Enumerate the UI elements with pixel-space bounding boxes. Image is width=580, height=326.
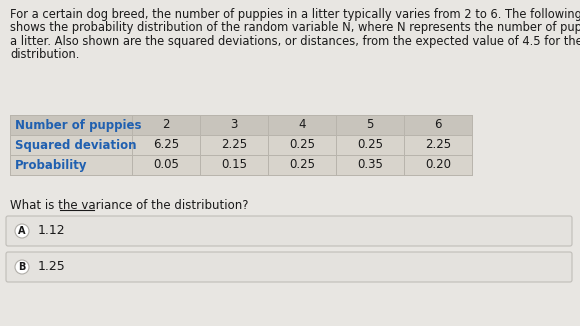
Text: 2: 2 — [162, 118, 170, 131]
Text: Number of puppies: Number of puppies — [15, 118, 142, 131]
Text: 0.25: 0.25 — [289, 158, 315, 171]
Text: 1.25: 1.25 — [38, 260, 66, 274]
FancyBboxPatch shape — [6, 216, 572, 246]
Text: 0.25: 0.25 — [357, 139, 383, 152]
Text: 1.12: 1.12 — [38, 225, 66, 238]
Text: 0.25: 0.25 — [289, 139, 315, 152]
Text: For a certain dog breed, the number of puppies in a litter typically varies from: For a certain dog breed, the number of p… — [10, 8, 580, 21]
Text: 6: 6 — [434, 118, 442, 131]
Text: 0.35: 0.35 — [357, 158, 383, 171]
Text: shows the probability distribution of the random variable N, where N represents : shows the probability distribution of th… — [10, 22, 580, 35]
Circle shape — [15, 224, 29, 238]
Text: 0.15: 0.15 — [221, 158, 247, 171]
Text: 2.25: 2.25 — [221, 139, 247, 152]
Text: 2.25: 2.25 — [425, 139, 451, 152]
Bar — [10, 135, 472, 155]
Text: 5: 5 — [367, 118, 374, 131]
Text: Squared deviation: Squared deviation — [15, 139, 136, 152]
Text: 0.05: 0.05 — [153, 158, 179, 171]
Text: What is the variance of the distribution?: What is the variance of the distribution… — [10, 199, 248, 212]
Text: distribution.: distribution. — [10, 49, 79, 62]
FancyBboxPatch shape — [6, 252, 572, 282]
Text: Probability: Probability — [15, 158, 88, 171]
Bar — [10, 155, 472, 175]
Text: 4: 4 — [298, 118, 306, 131]
Text: B: B — [19, 262, 26, 272]
Text: 6.25: 6.25 — [153, 139, 179, 152]
Text: A: A — [18, 226, 26, 236]
Text: 3: 3 — [230, 118, 238, 131]
Bar — [10, 115, 472, 135]
Text: 0.20: 0.20 — [425, 158, 451, 171]
Circle shape — [15, 260, 29, 274]
Text: a litter. Also shown are the squared deviations, or distances, from the expected: a litter. Also shown are the squared dev… — [10, 35, 580, 48]
